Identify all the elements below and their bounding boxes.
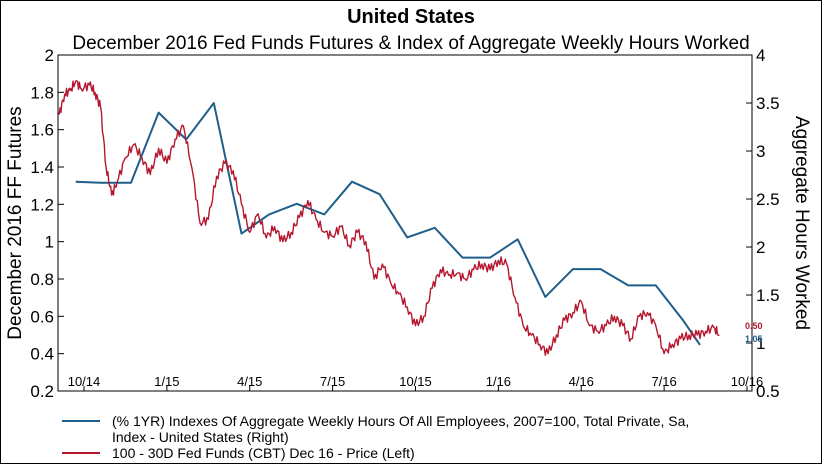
chart-title: United States [347, 6, 475, 28]
left-tick-label: 2 [45, 46, 54, 65]
left-tick-label: 0.2 [30, 382, 54, 401]
hours-end-label: 1.05 [745, 334, 763, 344]
series-layer: 1.05 0.50 [58, 80, 763, 356]
right-tick-label: 0.5 [756, 382, 780, 401]
right-axis-label: Aggregate Hours Worked [791, 116, 812, 330]
legend-label-fedfunds: 100 - 30D Fed Funds (CBT) Dec 16 - Price… [112, 445, 415, 461]
right-tick-label: 2.5 [756, 190, 780, 209]
chart-subtitle: December 2016 Fed Funds Futures & Index … [72, 33, 749, 54]
left-tick-label: 1 [45, 233, 54, 252]
right-tick-label: 3.5 [756, 94, 780, 113]
legend-label-hours: (% 1YR) Indexes Of Aggregate Weekly Hour… [112, 413, 693, 445]
left-axis-label: December 2016 FF Futures [5, 106, 26, 339]
right-tick-label: 1 [756, 334, 765, 353]
plot-area [57, 54, 753, 392]
right-tick-label: 1.5 [756, 286, 780, 305]
x-tick-label: 4/16 [569, 374, 594, 389]
right-axis-ticks: 0.5 1 1.5 2 2.5 3 3.5 4 [746, 46, 780, 401]
left-tick-label: 0.8 [30, 270, 54, 289]
x-tick-label: 4/15 [237, 374, 262, 389]
left-axis-ticks: 0.2 0.4 0.6 0.8 1 1.2 1.4 1.6 1.8 2 [30, 46, 64, 401]
x-tick-label: 1/16 [486, 374, 511, 389]
right-tick-label: 2 [756, 238, 765, 257]
left-tick-label: 0.4 [30, 345, 54, 364]
legend: (% 1YR) Indexes Of Aggregate Weekly Hour… [62, 413, 693, 461]
left-tick-label: 1.4 [30, 158, 54, 177]
left-tick-label: 1.6 [30, 121, 54, 140]
x-tick-label: 7/15 [320, 374, 345, 389]
x-axis-ticks: 10/14 1/15 4/15 7/15 10/15 1/16 4/16 7/16 10/16 [68, 374, 764, 391]
x-tick-label: 10/16 [731, 374, 764, 389]
left-tick-label: 1.2 [30, 195, 54, 214]
left-tick-label: 1.8 [30, 83, 54, 102]
x-tick-label: 10/14 [68, 374, 101, 389]
left-tick-label: 0.6 [30, 307, 54, 326]
x-tick-label: 1/15 [154, 374, 179, 389]
fedfunds-end-label: 0.50 [745, 321, 763, 331]
right-tick-label: 3 [756, 142, 765, 161]
x-tick-label: 7/16 [651, 374, 676, 389]
right-tick-label: 4 [756, 46, 765, 65]
fedfunds-series-line [58, 80, 720, 356]
hours-series-line [75, 102, 701, 346]
x-tick-label: 10/15 [399, 374, 432, 389]
